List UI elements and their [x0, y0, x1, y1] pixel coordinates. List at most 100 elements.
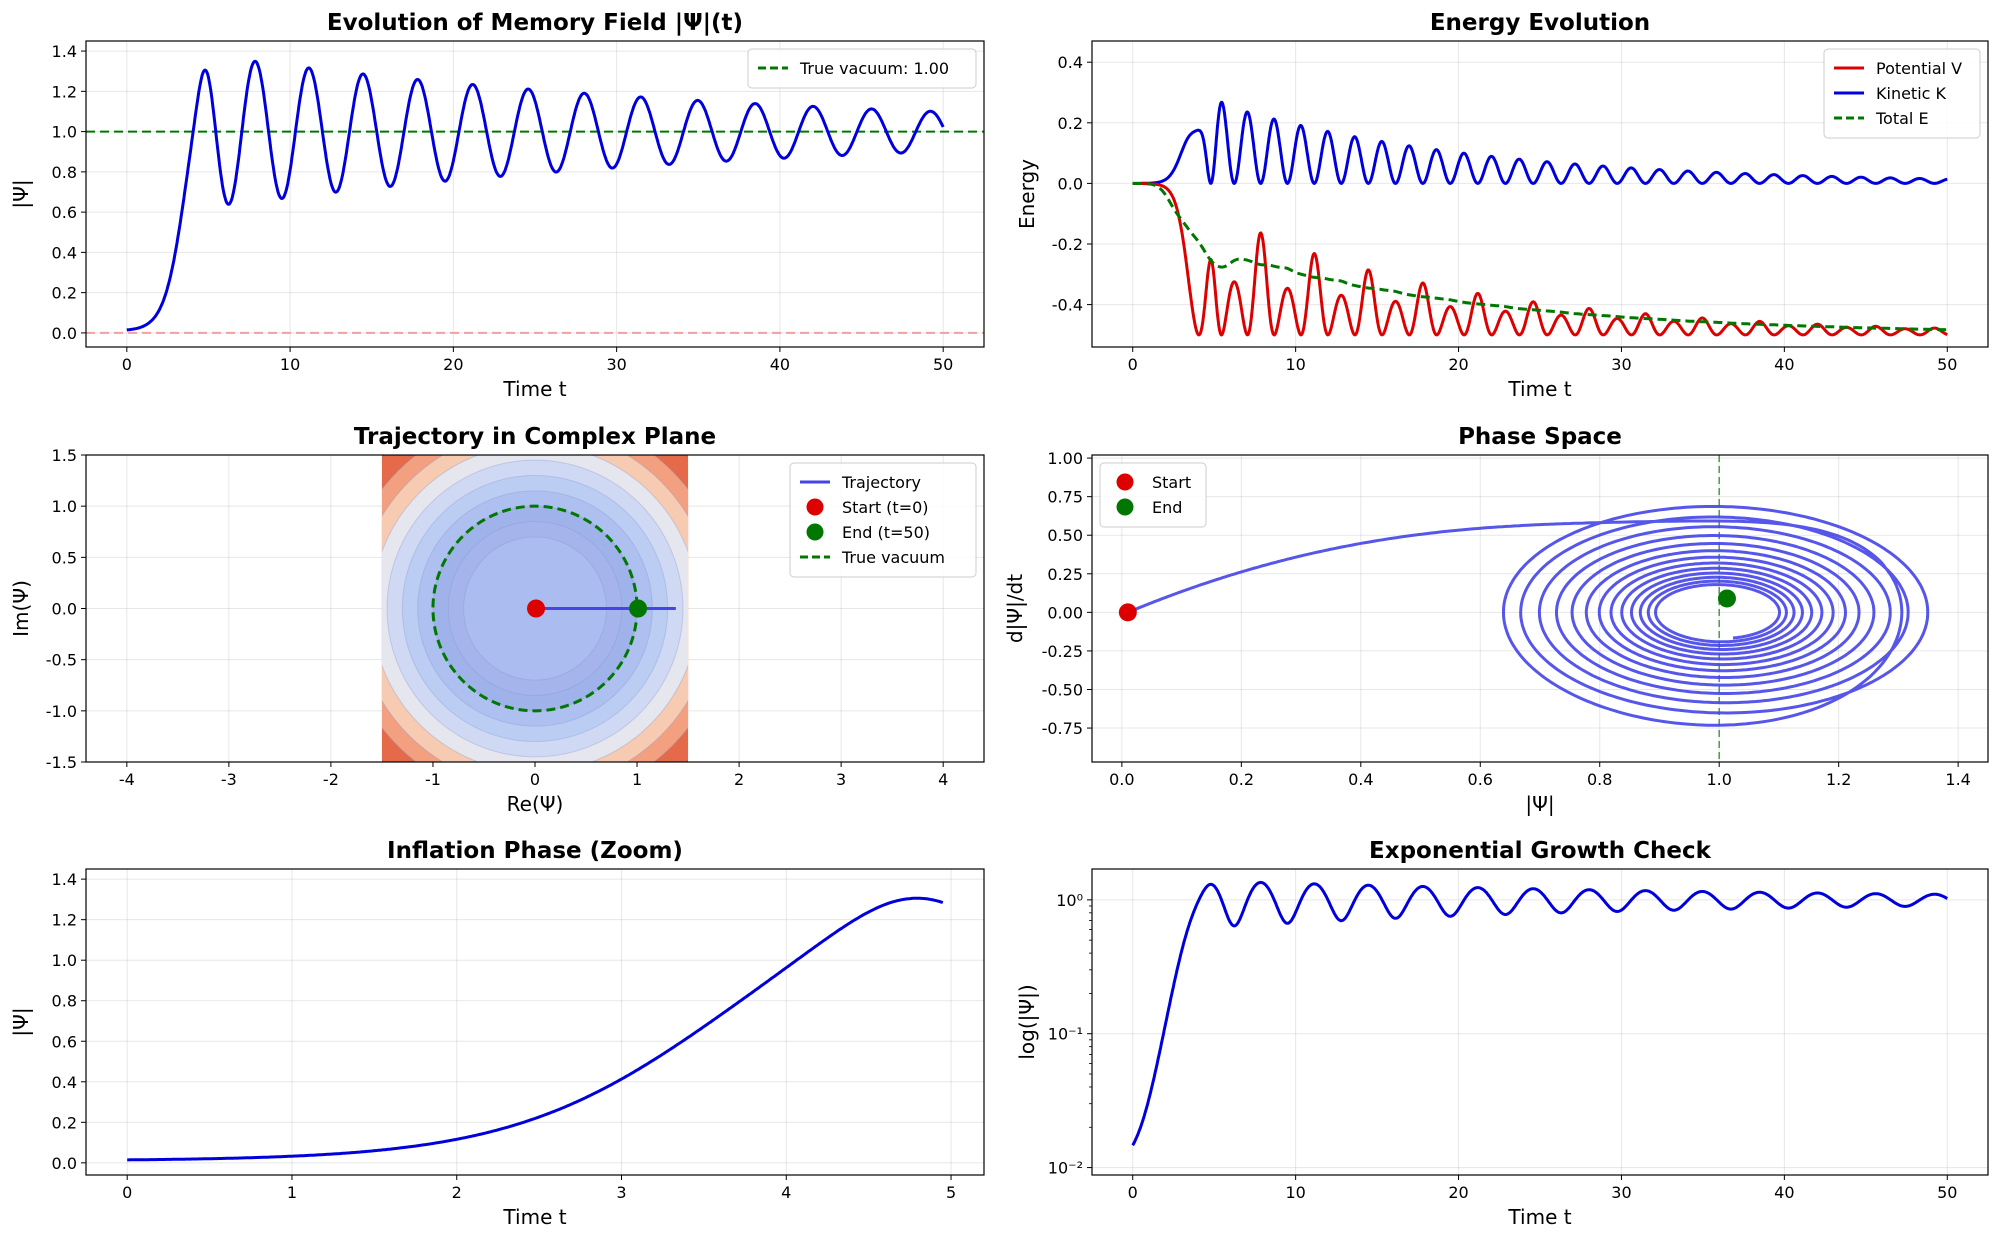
- x-tick-label: 20: [443, 355, 463, 374]
- x-tick-label: 4: [781, 1183, 791, 1202]
- legend-label: True vacuum: [841, 548, 945, 567]
- y-tick-label: 10⁰: [1056, 891, 1083, 910]
- total-energy-series-line: [1132, 182, 1948, 332]
- x-tick-label: 2: [452, 1183, 462, 1202]
- x-tick-label: 10: [280, 355, 300, 374]
- legend-label: Total E: [1875, 109, 1929, 128]
- plot-area: [127, 896, 944, 1162]
- chart-title: Exponential Growth Check: [1369, 838, 1712, 864]
- x-tick-label: 0: [122, 355, 132, 374]
- legend-marker: [806, 523, 824, 541]
- subplot-p3: -4 -3 -2 -1 0 1 2 3 4 -1.5 -1.0 -0.5 0.0 0.5 1.0 1.5 Tra…: [9, 424, 985, 816]
- x-tick-label: 50: [933, 355, 953, 374]
- chart-title: Phase Space: [1458, 424, 1622, 450]
- legend-label: Start (t=0): [842, 498, 929, 517]
- y-tick-label: 1.4: [52, 42, 77, 61]
- x-tick-label: -4: [119, 770, 135, 789]
- y-axis-label: |Ψ|: [9, 1007, 33, 1036]
- axes-frame: [1091, 454, 1989, 763]
- x-tick-label: 0: [1128, 355, 1138, 374]
- psi-series-line: [126, 59, 945, 332]
- chart-title: Trajectory in Complex Plane: [354, 424, 716, 450]
- legend-label: End (t=50): [842, 523, 930, 542]
- y-tick-label: 0.50: [1047, 526, 1083, 545]
- x-tick-label: -2: [323, 770, 339, 789]
- x-tick-label: 30: [606, 355, 626, 374]
- legend-label: Trajectory: [841, 473, 921, 492]
- axes-frame: [1091, 868, 1989, 1176]
- y-tick-label: 0.75: [1047, 488, 1083, 507]
- y-tick-label: 10⁻¹: [1048, 1025, 1083, 1044]
- y-tick-label: 0.00: [1047, 603, 1083, 622]
- x-tick-label: 10: [1285, 355, 1305, 374]
- phase-trajectory-line: [1129, 505, 1930, 727]
- x-tick-label: 30: [1611, 1183, 1631, 1202]
- legend-label: End: [1152, 498, 1182, 517]
- y-tick-label: 0.4: [52, 1073, 77, 1092]
- legend-frame: [747, 48, 977, 89]
- start-marker: [1118, 603, 1137, 622]
- x-tick-label: 2: [734, 770, 744, 789]
- plot-area: [381, 455, 689, 762]
- subplot-p2: 0 10 20 30 40 50 -0.4 -0.2 0.0 0.2 0.4 Energy Evolu…: [1015, 10, 1989, 401]
- legend: True vacuum: 1.00: [747, 48, 977, 89]
- y-tick-label: -0.25: [1042, 642, 1083, 661]
- plot-area: [86, 59, 984, 334]
- y-tick-label: 0.25: [1047, 565, 1083, 584]
- y-axis-label: log(|Ψ|): [1015, 984, 1039, 1059]
- potential-series-line: [1132, 182, 1948, 337]
- y-tick-label: 1.0: [52, 951, 77, 970]
- y-tick-label: -1.0: [46, 702, 77, 721]
- y-tick-label: 0.5: [52, 548, 77, 567]
- x-tick-label: 0: [122, 1183, 132, 1202]
- x-tick-label: 40: [1774, 355, 1794, 374]
- subplot-p1: 0 10 20 30 40 50 0.0 0.2 0.4 0.6 0.8 1.0 1.2 1.4 Evolu…: [9, 10, 985, 401]
- x-tick-label: 0.2: [1229, 770, 1254, 789]
- x-axis-label: Time t: [1507, 377, 1571, 401]
- y-tick-label: 10⁻²: [1048, 1159, 1083, 1178]
- y-tick-label: 1.5: [52, 446, 77, 465]
- subplot-p6: 0 10 20 30 40 50 10⁻² 10⁻¹ 10⁰ Exponential Growth…: [1015, 838, 1989, 1229]
- y-tick-label: -1.5: [46, 753, 77, 772]
- subplot-p5: 0 1 2 3 4 5 0.0 0.2 0.4 0.6 0.8 1.0 1.2 1.4 Inflation …: [9, 838, 985, 1229]
- axes-frame: [1091, 40, 1989, 348]
- inflation-series-line: [127, 896, 944, 1162]
- x-tick-label: 4: [938, 770, 948, 789]
- y-tick-label: 1.0: [52, 497, 77, 516]
- kinetic-series-line: [1132, 100, 1948, 186]
- x-tick-label: 0.0: [1109, 770, 1134, 789]
- y-axis-label: Im(Ψ): [9, 580, 33, 637]
- log-psi-series-line: [1131, 880, 1948, 1147]
- legend-marker: [806, 498, 824, 516]
- y-axis-label: d|Ψ|/dt: [1003, 574, 1027, 643]
- end-marker: [629, 599, 648, 618]
- legend-marker: [1116, 473, 1134, 491]
- y-tick-label: 0.0: [52, 324, 77, 343]
- x-tick-label: 1: [632, 770, 642, 789]
- x-tick-label: 50: [1937, 355, 1957, 374]
- y-tick-label: 0.8: [52, 992, 77, 1011]
- legend-frame: [789, 462, 977, 578]
- x-tick-label: 50: [1937, 1183, 1957, 1202]
- legend: Potential V Kinetic K Total E: [1823, 48, 1981, 139]
- y-tick-label: 1.0: [52, 123, 77, 142]
- legend: Trajectory Start (t=0) End (t=50) True vacu…: [789, 462, 977, 578]
- y-axis-label: Energy: [1015, 159, 1039, 229]
- x-tick-label: 40: [770, 355, 790, 374]
- x-tick-label: 3: [836, 770, 846, 789]
- x-tick-label: 0.6: [1468, 770, 1493, 789]
- axes-frame: [85, 454, 985, 763]
- y-tick-label: 1.2: [52, 82, 77, 101]
- x-axis-label: Time t: [1507, 1205, 1571, 1229]
- legend-frame: [1823, 48, 1981, 139]
- x-tick-label: 20: [1448, 1183, 1468, 1202]
- y-tick-label: 0.2: [1058, 114, 1083, 133]
- chart-title: Evolution of Memory Field |Ψ|(t): [327, 10, 743, 36]
- x-axis-label: Time t: [502, 1205, 566, 1229]
- x-tick-label: 0.8: [1587, 770, 1612, 789]
- x-tick-label: 1: [287, 1183, 297, 1202]
- y-tick-label: 0.0: [52, 600, 77, 619]
- legend-label: Start: [1152, 473, 1191, 492]
- x-tick-label: 30: [1611, 355, 1631, 374]
